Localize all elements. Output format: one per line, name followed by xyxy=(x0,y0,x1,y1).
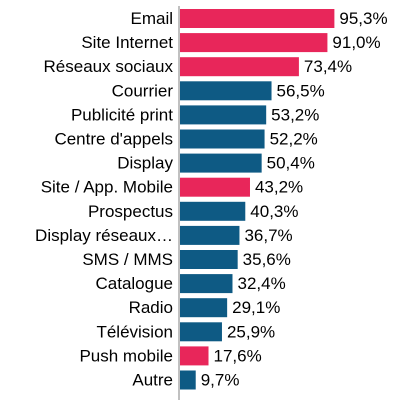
bar xyxy=(180,153,262,173)
bar xyxy=(180,9,335,28)
category-label: Site Internet xyxy=(81,33,173,52)
labels-layer: Email 95,3% Site Internet 91,0% Réseaux soci… xyxy=(35,9,388,390)
value-label: 40,3% xyxy=(250,202,298,221)
bar xyxy=(180,81,272,101)
category-label: Courrier xyxy=(112,81,174,100)
value-label: 35,6% xyxy=(243,250,291,269)
value-label: 73,4% xyxy=(304,57,352,76)
bar xyxy=(180,274,233,294)
value-label: 32,4% xyxy=(237,274,285,293)
value-label: 53,2% xyxy=(271,105,319,124)
value-label: 17,6% xyxy=(214,346,262,365)
category-label: Prospectus xyxy=(88,202,173,221)
category-label: Télévision xyxy=(96,322,173,341)
category-label: Réseaux sociaux xyxy=(44,57,174,76)
value-label: 36,7% xyxy=(244,226,292,245)
category-label: Autre xyxy=(132,371,173,390)
bar xyxy=(180,33,328,53)
value-label: 9,7% xyxy=(201,371,240,390)
bar xyxy=(180,322,222,342)
category-label: Site / App. Mobile xyxy=(41,178,173,197)
value-label: 29,1% xyxy=(232,298,280,317)
bar xyxy=(180,57,299,77)
bar xyxy=(180,370,196,390)
bar xyxy=(180,105,267,125)
category-label: Centre d'appels xyxy=(54,130,173,149)
category-label: Catalogue xyxy=(95,274,173,293)
category-label: Email xyxy=(130,9,173,28)
value-label: 91,0% xyxy=(332,33,380,52)
value-label: 50,4% xyxy=(267,154,315,173)
bar xyxy=(180,177,250,197)
value-label: 56,5% xyxy=(277,81,325,100)
category-label: Radio xyxy=(129,298,173,317)
category-label: Display xyxy=(117,154,173,173)
bar xyxy=(180,346,209,366)
bar xyxy=(180,250,238,269)
value-label: 25,9% xyxy=(227,322,275,341)
bars-layer xyxy=(180,9,335,390)
bar xyxy=(180,225,240,245)
value-label: 95,3% xyxy=(339,9,387,28)
category-label: Push mobile xyxy=(79,346,173,365)
category-label: Publicité print xyxy=(71,105,173,124)
bar xyxy=(180,129,265,149)
value-label: 52,2% xyxy=(270,130,318,149)
value-label: 43,2% xyxy=(255,178,303,197)
category-label: SMS / MMS xyxy=(82,250,173,269)
category-label: Display réseaux… xyxy=(35,226,173,245)
bar xyxy=(180,201,246,221)
bar xyxy=(180,298,228,318)
